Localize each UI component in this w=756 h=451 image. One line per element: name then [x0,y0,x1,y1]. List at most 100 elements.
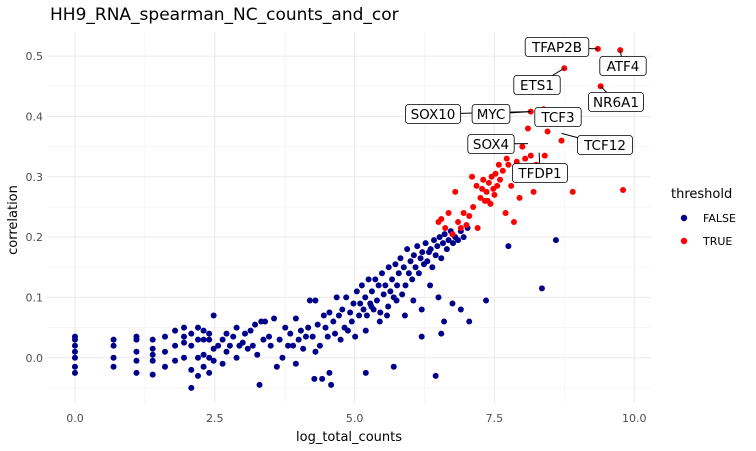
label-connector [619,50,622,57]
y-tick-label: 0.5 [26,50,44,63]
point-false [316,342,323,349]
point-false [226,342,233,349]
point-false [538,285,545,292]
label-connector [509,111,531,114]
point-false [273,363,280,370]
point-false [306,297,313,304]
point-false [362,294,369,301]
point-false [172,327,179,334]
point-false [362,327,369,334]
point-false [344,327,351,334]
point-true [483,188,490,195]
point-true [470,203,477,210]
point-false [292,360,299,367]
point-false [353,288,360,295]
point-false [455,237,462,244]
point-true [438,216,445,223]
gene-label-atf4: ATF4 [599,50,647,76]
x-tick-label: 0.0 [66,412,84,425]
point-false [200,336,207,343]
point-false [389,276,396,283]
point-true [544,128,551,135]
point-false [279,354,286,361]
chart-title: HH9_RNA_spearman_NC_counts_and_cor [50,5,399,25]
point-false [441,318,448,325]
point-false [206,330,213,337]
point-false [276,336,283,343]
point-false [200,363,207,370]
label-box [471,104,511,124]
point-false [427,282,434,289]
point-false [333,294,340,301]
point-false [162,333,169,340]
point-false [339,306,346,313]
label-text: ETS1 [520,78,554,94]
point-true [503,155,510,162]
point-false [326,309,333,316]
point-false [392,261,399,268]
point-false [149,345,156,352]
gene-label-tcf12: TCF12 [561,132,633,155]
point-false [418,333,425,340]
point-false [410,252,417,259]
point-false [206,369,213,376]
point-false [319,375,326,382]
point-true [473,182,480,189]
point-false [457,306,464,313]
label-text: MYC [477,107,506,123]
point-false [320,312,327,319]
point-false [422,240,429,247]
point-false [445,237,452,244]
point-false [436,234,443,241]
point-false [356,312,363,319]
point-false [249,342,256,349]
gene-label-ets1: ETS1 [513,67,565,95]
point-false [360,306,367,313]
point-false [188,366,195,373]
point-false [330,318,337,325]
point-true [474,225,481,232]
point-true [449,231,456,238]
point-true [445,209,452,216]
point-false [254,351,261,358]
point-false [368,303,375,310]
point-false [188,384,195,391]
gene-label-tcf3: TCF3 [534,107,582,127]
label-connector [561,132,578,139]
point-true [505,161,512,168]
point-false [181,339,188,346]
point-false [314,321,321,328]
point-true [620,187,627,194]
point-false [181,333,188,340]
point-false [247,327,254,334]
x-axis-ticks: 0.0 2.5 5.0 7.5 10.0 [66,412,646,425]
point-false [439,240,446,247]
point-false [215,342,222,349]
point-true [457,225,464,232]
point-true [494,182,501,189]
point-false [188,330,195,337]
point-false [405,270,412,277]
point-false [195,372,201,379]
point-true [477,194,484,201]
label-box [534,107,582,127]
point-false [233,324,240,331]
point-false [449,300,456,307]
gene-label-nr6a1: NR6A1 [588,85,644,112]
point-false [312,348,319,355]
point-false [312,297,319,304]
point-false [415,270,422,277]
point-false [466,318,473,325]
point-false [206,336,213,343]
point-false [407,258,414,265]
point-false [149,357,156,364]
point-false [297,327,304,334]
point-false [149,371,156,378]
point-false [328,381,335,388]
point-false [206,354,213,361]
label-text: TFAP2B [531,40,582,56]
label-connector [552,67,565,76]
point-false [373,297,380,304]
point-false [377,309,384,316]
